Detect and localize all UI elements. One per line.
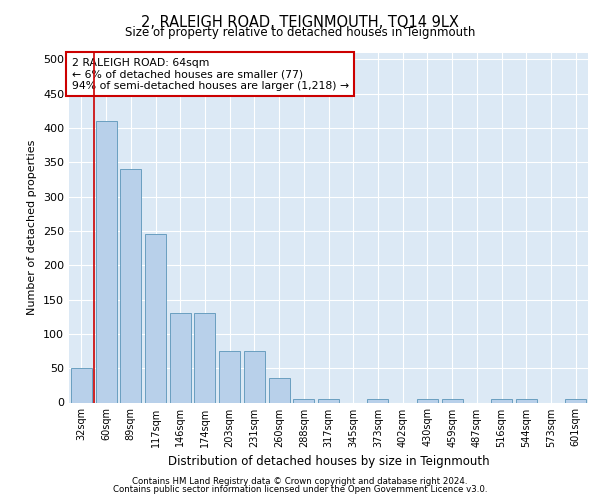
Y-axis label: Number of detached properties: Number of detached properties [28, 140, 37, 315]
Bar [367, 399, 388, 402]
Text: Contains public sector information licensed under the Open Government Licence v3: Contains public sector information licen… [113, 484, 487, 494]
Bar [95, 121, 116, 402]
Text: Size of property relative to detached houses in Teignmouth: Size of property relative to detached ho… [125, 26, 475, 39]
Bar [71, 368, 92, 402]
Text: 2 RALEIGH ROAD: 64sqm
← 6% of detached houses are smaller (77)
94% of semi-detac: 2 RALEIGH ROAD: 64sqm ← 6% of detached h… [71, 58, 349, 91]
Bar [516, 399, 537, 402]
Text: Contains HM Land Registry data © Crown copyright and database right 2024.: Contains HM Land Registry data © Crown c… [132, 477, 468, 486]
Bar [318, 399, 339, 402]
Bar [194, 314, 215, 402]
Bar [120, 169, 141, 402]
Bar [269, 378, 290, 402]
Bar [244, 351, 265, 403]
Bar [491, 399, 512, 402]
Bar [442, 399, 463, 402]
Text: 2, RALEIGH ROAD, TEIGNMOUTH, TQ14 9LX: 2, RALEIGH ROAD, TEIGNMOUTH, TQ14 9LX [141, 15, 459, 30]
Bar [219, 351, 240, 403]
Bar [293, 399, 314, 402]
Bar [145, 234, 166, 402]
Bar [417, 399, 438, 402]
Bar [565, 399, 586, 402]
Bar [170, 314, 191, 402]
X-axis label: Distribution of detached houses by size in Teignmouth: Distribution of detached houses by size … [167, 455, 490, 468]
